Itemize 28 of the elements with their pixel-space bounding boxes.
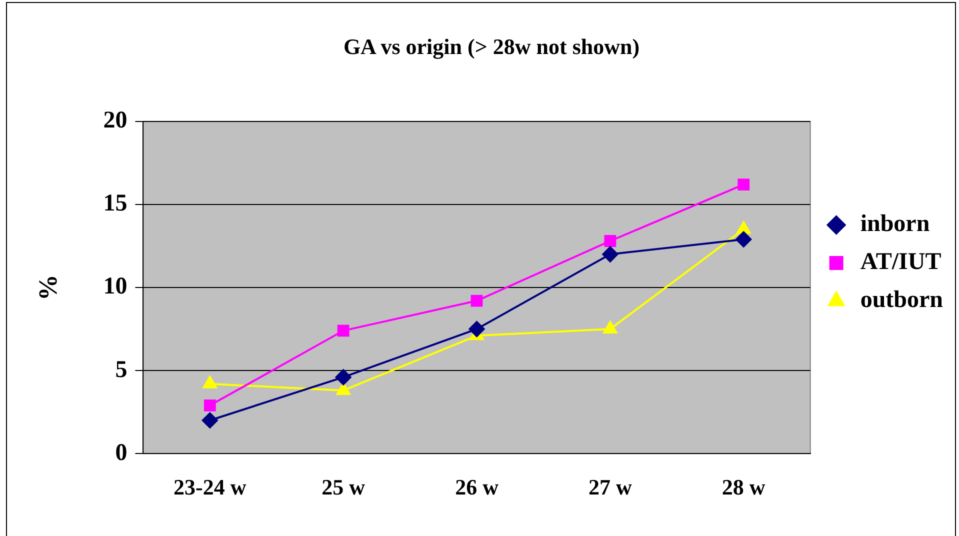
- x-tick-label: 28 w: [722, 474, 766, 500]
- point: [335, 369, 352, 386]
- legend-label: AT/IUT: [860, 249, 942, 276]
- y-tick-label: 15: [103, 190, 128, 217]
- x-tick-label: 26 w: [455, 474, 499, 500]
- legend-label: outborn: [860, 287, 943, 314]
- point: [603, 321, 618, 334]
- point: [736, 231, 752, 248]
- y-tick-label: 10: [103, 274, 128, 300]
- x-tick-label: 27 w: [588, 474, 632, 500]
- point: [604, 235, 616, 247]
- y-tick-label: 0: [115, 440, 128, 466]
- chart-title: GA vs origin (> 28w not shown): [343, 34, 640, 59]
- point: [202, 376, 217, 388]
- point: [468, 321, 485, 338]
- x-tick-label: 25 w: [322, 474, 366, 500]
- legend-label: inborn: [860, 211, 930, 238]
- y-tick-label: 20: [103, 108, 128, 134]
- y-tick-label: 5: [115, 356, 128, 383]
- y-axis-title: %: [33, 274, 62, 300]
- point: [337, 324, 350, 337]
- point: [470, 294, 483, 307]
- point: [202, 412, 218, 428]
- point: [602, 246, 618, 262]
- point: [738, 178, 750, 190]
- point: [336, 382, 350, 395]
- x-tick-label: 23-24 w: [174, 474, 246, 500]
- point: [204, 399, 216, 412]
